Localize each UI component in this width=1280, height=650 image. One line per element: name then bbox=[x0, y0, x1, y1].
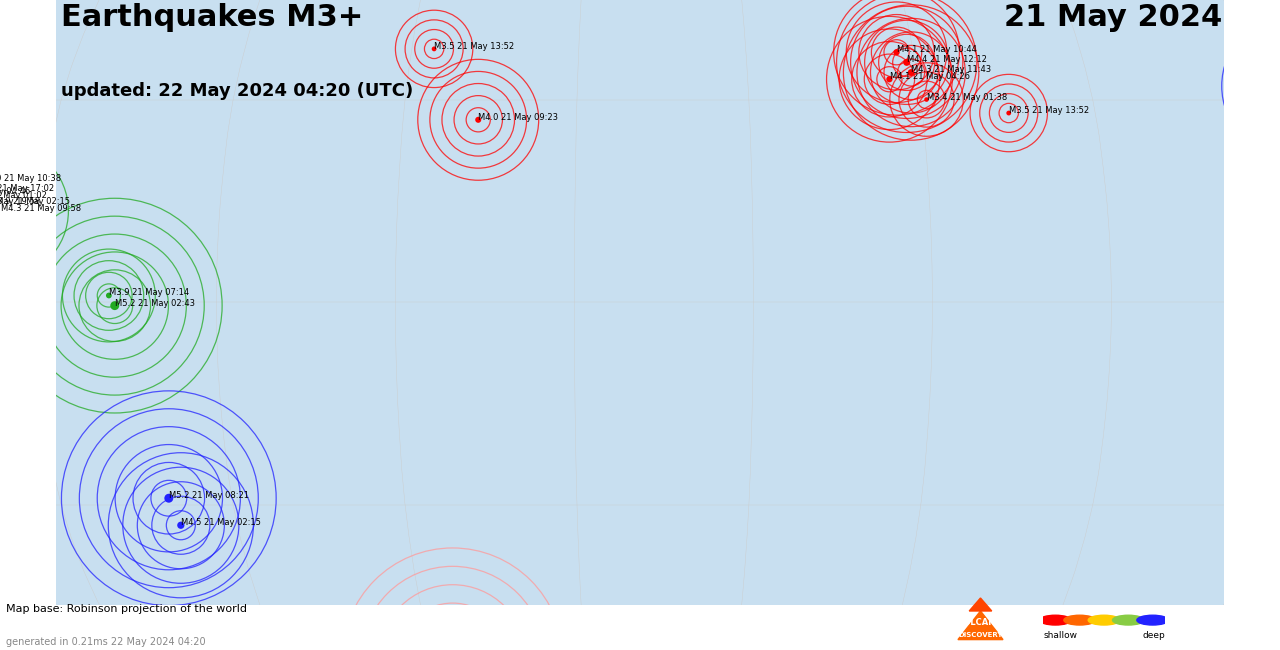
Polygon shape bbox=[957, 611, 1004, 640]
Circle shape bbox=[475, 117, 481, 123]
Text: 21 May 2024: 21 May 2024 bbox=[1004, 3, 1222, 32]
Circle shape bbox=[1137, 615, 1169, 625]
Text: M4.3 21 May 17:02: M4.3 21 May 17:02 bbox=[0, 184, 54, 193]
Text: M4.4 21 May 01:02: M4.4 21 May 01:02 bbox=[0, 190, 47, 200]
Text: M4.5 21 May 02:15: M4.5 21 May 02:15 bbox=[180, 518, 261, 527]
Text: M4.3 21 May 09:58: M4.3 21 May 09:58 bbox=[1, 204, 81, 213]
Circle shape bbox=[1088, 615, 1120, 625]
Text: shallow: shallow bbox=[1043, 632, 1078, 640]
Circle shape bbox=[924, 98, 929, 102]
Text: M4.1 21 May 10:44: M4.1 21 May 10:44 bbox=[897, 46, 977, 54]
Circle shape bbox=[106, 292, 111, 298]
Circle shape bbox=[908, 69, 914, 76]
Text: M4.1 21 May 04:26: M4.1 21 May 04:26 bbox=[890, 72, 970, 81]
Circle shape bbox=[886, 76, 892, 83]
Circle shape bbox=[893, 49, 900, 55]
Text: M4.0 21 May 09:23: M4.0 21 May 09:23 bbox=[479, 113, 558, 122]
Circle shape bbox=[904, 59, 910, 66]
Circle shape bbox=[1064, 615, 1096, 625]
Text: M3.5 21 May 13:52: M3.5 21 May 13:52 bbox=[1009, 106, 1089, 115]
Circle shape bbox=[164, 494, 173, 502]
Text: M3.4 21 May 01:38: M3.4 21 May 01:38 bbox=[927, 92, 1007, 101]
Text: M4.7 21 May 19:58: M4.7 21 May 19:58 bbox=[0, 197, 41, 206]
Text: M3.9 21 May 07:14: M3.9 21 May 07:14 bbox=[109, 289, 189, 298]
Text: M4.4 21 May 12:12: M4.4 21 May 12:12 bbox=[908, 55, 987, 64]
Text: Map base: Robinson projection of the world: Map base: Robinson projection of the wor… bbox=[6, 604, 247, 614]
Text: DISCOVERY: DISCOVERY bbox=[959, 632, 1002, 638]
Circle shape bbox=[431, 46, 436, 51]
Polygon shape bbox=[969, 598, 992, 611]
Text: M4.3 21 May 11:43: M4.3 21 May 11:43 bbox=[911, 66, 992, 75]
Circle shape bbox=[1006, 111, 1011, 116]
Text: M3.7 21 May 04:46: M3.7 21 May 04:46 bbox=[0, 187, 29, 196]
Circle shape bbox=[1112, 615, 1144, 625]
Text: M3.5 21 May 13:52: M3.5 21 May 13:52 bbox=[434, 42, 515, 51]
Circle shape bbox=[110, 301, 119, 310]
Text: Earthquakes M3+: Earthquakes M3+ bbox=[61, 3, 364, 32]
Circle shape bbox=[1039, 615, 1071, 625]
Text: updated: 22 May 2024 04:20 (UTC): updated: 22 May 2024 04:20 (UTC) bbox=[61, 82, 413, 99]
Text: M3.9 21 May 02:15: M3.9 21 May 02:15 bbox=[0, 197, 69, 206]
Circle shape bbox=[177, 522, 184, 529]
Circle shape bbox=[0, 207, 4, 214]
Text: generated in 0.21ms 22 May 2024 04:20: generated in 0.21ms 22 May 2024 04:20 bbox=[6, 637, 206, 647]
Text: M4.0 21 May 10:38: M4.0 21 May 10:38 bbox=[0, 174, 61, 183]
Text: M5.2 21 May 02:43: M5.2 21 May 02:43 bbox=[115, 298, 195, 307]
Text: M5.2 21 May 08:21: M5.2 21 May 08:21 bbox=[169, 491, 250, 500]
Text: VOLCANO: VOLCANO bbox=[957, 618, 1004, 627]
Text: deep: deep bbox=[1142, 632, 1165, 640]
